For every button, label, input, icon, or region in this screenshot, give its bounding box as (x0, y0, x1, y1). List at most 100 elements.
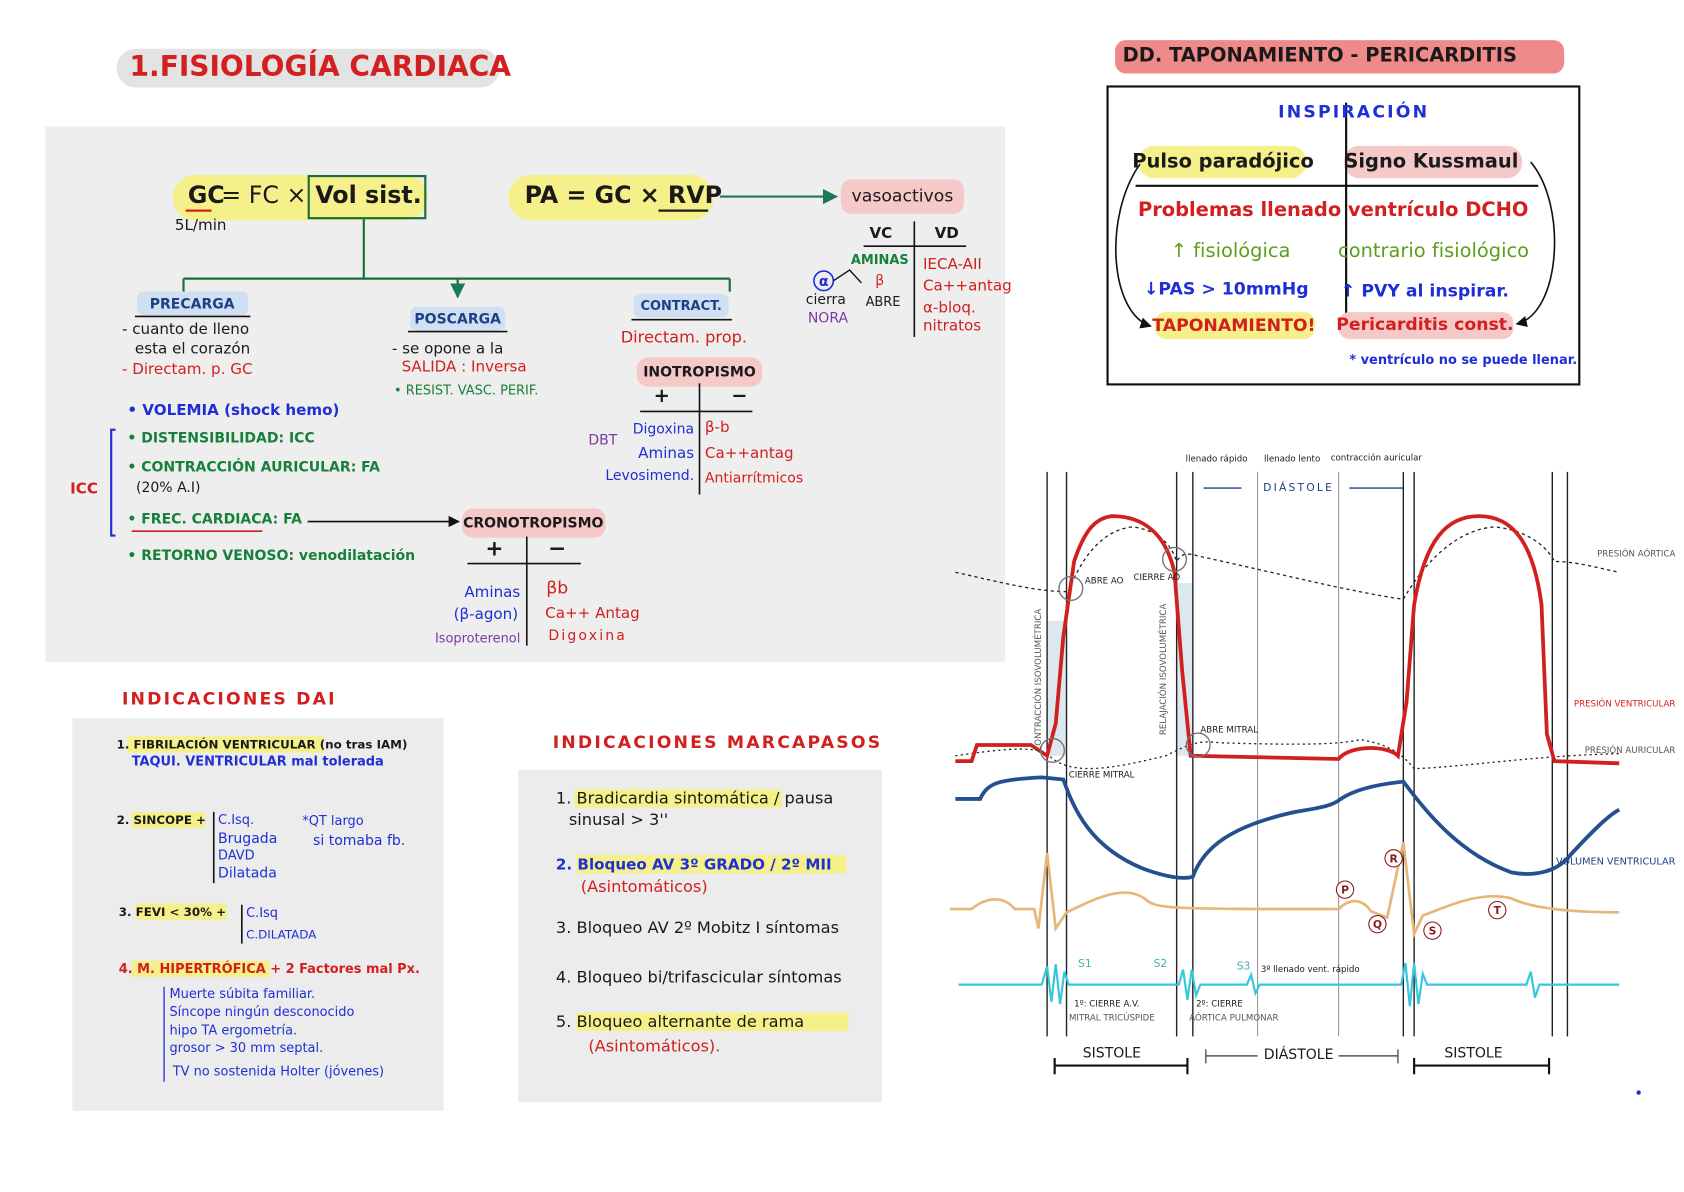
table-cell: ↓PAS > 10mmHg (1144, 279, 1309, 299)
wave-label: Q (1373, 918, 1382, 931)
formula: PA = GC × RVP (525, 181, 722, 209)
table-cell: Isoproterenol (435, 632, 520, 647)
table-cell: Digoxina (633, 422, 694, 438)
panel (518, 769, 882, 1103)
list-item: (20% A.I) (136, 480, 200, 496)
bracket (1413, 1058, 1551, 1075)
page-title: 1.FISIOLOGÍA CARDIACA (130, 49, 512, 83)
list-item: C.Isq (246, 906, 278, 921)
table-cell: ↑ PVY al inspirar. (1341, 282, 1509, 302)
note: 2º: CIERRE (1196, 1000, 1243, 1010)
formula: Vol sist. (315, 181, 422, 209)
highlight (410, 306, 506, 331)
unit: 5L/min (175, 216, 227, 234)
highlight (137, 291, 249, 316)
highlight (127, 736, 324, 753)
curve-label: PRESIÓN VENTRICULAR (1574, 697, 1675, 709)
wave-label: P (1341, 884, 1349, 897)
list-item: 3. Bloqueo AV 2º Mobitz I síntomas (556, 918, 839, 937)
highlight (576, 855, 847, 874)
table-cell: α-bloq. (923, 298, 976, 316)
table-cell: (β-agon) (454, 605, 519, 623)
list-item: Dilatada (218, 865, 277, 881)
text-line: - Directam. p. GC (122, 360, 253, 378)
label: vasoactivos (852, 187, 954, 207)
list-item: • VOLEMIA (shock hemo) (127, 401, 339, 419)
note: 3º llenado vent. rápido (1261, 965, 1360, 975)
list-item: • CONTRACCIÓN AURICULAR: FA (127, 458, 380, 476)
panel (72, 717, 444, 1111)
list-item: Muerte súbita familiar. (169, 987, 315, 1002)
box (307, 174, 427, 220)
heart-sounds (958, 962, 1620, 1007)
list-item: hipo TA ergometría. (169, 1024, 297, 1039)
note: MITRAL TRICÚSPIDE (1069, 1012, 1155, 1024)
arrow (1515, 161, 1556, 328)
list-item: 2. SINCOPE + (117, 813, 206, 827)
table-cell: Ca++antag (705, 444, 794, 462)
table-header: − (548, 537, 566, 562)
valve-label: CIERRE AO (1133, 573, 1180, 583)
note: *QT largo (302, 814, 363, 829)
dot (1636, 1090, 1641, 1095)
highlight (131, 811, 206, 829)
wiggers-diagram (949, 471, 1641, 1095)
section-title: INDICACIONES MARCAPASOS (553, 733, 883, 753)
table-header: − (731, 384, 747, 407)
formula: GC (188, 181, 225, 209)
list-item: 2. Bloqueo AV 3º GRADO / 2º MII (556, 855, 832, 873)
list-item: 1. FIBRILACIÓN VENTRICULAR (no tras IAM) (117, 736, 408, 751)
list-item: • DISTENSIBILIDAD: ICC (127, 430, 314, 446)
table-cell: TAPONAMIENTO! (1152, 316, 1315, 336)
highlight (576, 1012, 849, 1032)
table-cell: nitratos (923, 317, 981, 335)
section-label: PRECARGA (150, 297, 235, 313)
highlight (1138, 145, 1307, 179)
curve-label: PRESIÓN AÓRTICA (1597, 547, 1675, 559)
list-item: C.DILATADA (246, 927, 317, 941)
list-item: grosor > 30 mm septal. (169, 1041, 323, 1056)
table-header: Signo Kussmaul (1344, 150, 1518, 173)
table-header: + (654, 384, 670, 407)
table-header: Pulso paradójico (1132, 150, 1314, 173)
table-cell: Levosimend. (605, 468, 694, 484)
text-line: • RESIST. VASC. PERIF. (394, 383, 538, 398)
highlight (462, 508, 606, 538)
list-item: 3. FEVI < 30% + (119, 905, 226, 919)
table-row: Problemas llenado ventrículo DCHO (1138, 198, 1528, 221)
highlight (574, 789, 782, 808)
title-pill (1115, 40, 1565, 74)
curve-label: VOLUMEN VENTRICULAR (1556, 857, 1676, 868)
highlight (131, 960, 270, 978)
table-cell: Ca++antag (923, 277, 1012, 295)
bracket (1053, 1058, 1189, 1075)
list-item: 4. Bloqueo bi/trifascicular síntomas (556, 968, 842, 987)
table-cell: Digoxina (548, 628, 627, 644)
text-line: esta el corazón (135, 339, 250, 357)
highlight (1155, 312, 1315, 340)
wave-circle (1423, 921, 1442, 940)
highlight (508, 175, 714, 221)
sound-label: S1 (1078, 957, 1092, 970)
phase-label: contracción auricular (1331, 452, 1423, 463)
ventricular-volume (955, 775, 1621, 880)
table-cell: NORA (808, 311, 849, 327)
highlight (1343, 145, 1523, 179)
ecg (949, 841, 1620, 939)
connector (832, 269, 862, 284)
sound-label: S2 (1154, 957, 1168, 970)
wave-circle (1368, 914, 1387, 934)
valve-label: ABRE MITRAL (1200, 725, 1258, 735)
list-item: 4. M. HIPERTRÓFICA + 2 Factores mal Px. (119, 961, 420, 977)
list-item: TAQUI. VENTRICULAR mal tolerada (132, 755, 384, 770)
section-label: CRONOTROPISMO (463, 516, 603, 532)
table-cell: ↑ fisiológica (1171, 239, 1291, 262)
valve-circle (1161, 546, 1188, 572)
list-item: Brugada (218, 831, 277, 847)
table-cell: contrario fisiológico (1338, 239, 1529, 262)
table-cell: cierra (806, 292, 846, 308)
section-title: DD. TAPONAMIENTO - PERICARDITIS (1123, 44, 1517, 67)
table-header: + (485, 537, 503, 562)
